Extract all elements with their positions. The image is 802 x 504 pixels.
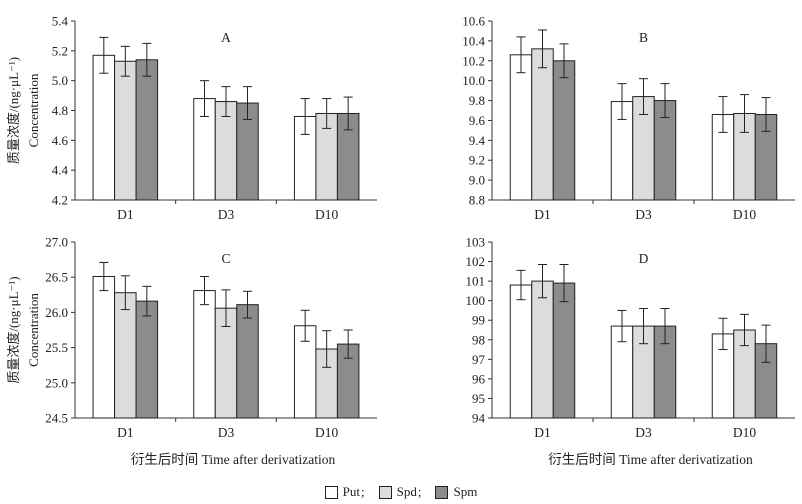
x-tick-label: D3 (635, 207, 652, 222)
x-tick-label: D10 (315, 207, 338, 222)
y-tick-label: 9.0 (469, 173, 485, 188)
y-tick-label: 103 (466, 235, 486, 250)
y-tick-label: 5.0 (52, 73, 68, 88)
legend: Put ; Spd ; Spm (0, 482, 802, 502)
y-tick-label: 10.6 (462, 14, 485, 29)
bar-put (193, 290, 216, 419)
panel-label: C (221, 251, 230, 266)
y-tick-label: 24.5 (45, 411, 68, 426)
y-tick-label: 8.8 (469, 193, 485, 208)
y-axis-title-cn: 质量浓度/(ng·μL⁻¹) (6, 57, 21, 164)
legend-label-spm: Spm (453, 484, 478, 499)
legend-item-put: Put ; (324, 484, 373, 500)
y-tick-label: 94 (472, 411, 486, 426)
y-tick-label: 4.2 (52, 193, 68, 208)
y-tick-label: 25.5 (45, 340, 68, 355)
y-tick-label: 98 (472, 332, 485, 347)
legend-swatch-spm (435, 485, 449, 499)
y-tick-label: 10.0 (462, 73, 485, 88)
y-tick-label: 102 (466, 254, 486, 269)
x-tick-label: D3 (218, 425, 235, 440)
bar-spm (135, 300, 159, 419)
panel-label: D (639, 251, 649, 266)
y-tick-label: 9.6 (469, 113, 486, 128)
x-tick-label: D10 (733, 207, 756, 222)
legend-label-put: Put (342, 484, 360, 499)
y-axis-title-en: Concentration (26, 73, 41, 147)
y-tick-label: 5.2 (52, 43, 68, 58)
bar-put (509, 54, 533, 201)
y-tick-label: 26.5 (45, 270, 68, 285)
x-tick-label: D3 (218, 207, 235, 222)
bar-spd (114, 60, 137, 201)
y-axis-title-en: Concentration (26, 293, 41, 367)
legend-item-spd: Spd ; (378, 484, 430, 500)
bar-put (509, 284, 533, 419)
x-tick-label: D1 (117, 425, 134, 440)
legend-separator: ; (361, 484, 365, 499)
y-tick-label: 9.8 (469, 93, 485, 108)
bar-put (92, 275, 116, 419)
y-tick-label: 95 (472, 391, 485, 406)
legend-label-spd: Spd (396, 484, 417, 499)
legend-separator: ; (417, 484, 422, 499)
x-tick-label: D1 (534, 207, 551, 222)
y-tick-label: 101 (466, 274, 486, 289)
bar-spm (135, 59, 159, 201)
y-axis-title-cn: 质量浓度/(ng·μL⁻¹) (6, 276, 21, 383)
bar-spd (114, 292, 137, 419)
y-tick-label: 26.0 (45, 305, 68, 320)
y-tick-label: 4.6 (52, 133, 69, 148)
x-axis-title: 衍生后时间 Time after derivatization (548, 452, 753, 467)
bar-spm (552, 282, 576, 419)
y-tick-label: 10.4 (462, 33, 485, 48)
bar-spd (531, 48, 554, 201)
y-tick-label: 25.0 (45, 375, 68, 390)
x-tick-label: D10 (315, 425, 338, 440)
x-tick-label: D3 (635, 425, 652, 440)
panel-label: B (639, 30, 648, 45)
legend-swatch-spd (378, 485, 392, 499)
legend-item-spm: Spm (435, 484, 477, 500)
bar-put (92, 54, 116, 201)
x-axis-title: 衍生后时间 Time after derivatization (131, 452, 336, 467)
x-tick-label: D1 (534, 425, 551, 440)
y-tick-label: 96 (472, 371, 486, 386)
panel-label: A (221, 30, 231, 45)
y-tick-label: 4.8 (52, 103, 68, 118)
bar-spd (531, 280, 554, 419)
y-tick-label: 27.0 (45, 235, 68, 250)
x-tick-label: D10 (733, 425, 756, 440)
bar-spm (552, 60, 576, 201)
bar-spm (236, 304, 259, 419)
y-tick-label: 9.4 (469, 133, 486, 148)
y-tick-label: 99 (472, 313, 485, 328)
y-tick-label: 10.2 (462, 53, 485, 68)
y-tick-label: 100 (466, 293, 486, 308)
legend-swatch-put (324, 485, 338, 499)
figure: 4.2 4.4 4.6 4.8 5.0 5.2 5.4 D1 D3 D10 A 质量浓度/(ng·μL… (6, 14, 795, 467)
y-tick-label: 9.2 (469, 153, 485, 168)
x-tick-label: D1 (117, 207, 134, 222)
y-tick-label: 97 (472, 352, 486, 367)
y-tick-label: 4.4 (52, 163, 69, 178)
y-tick-label: 5.4 (52, 14, 69, 29)
